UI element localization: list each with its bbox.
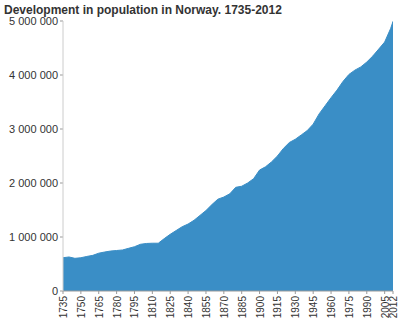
x-tick-label: 1930 (290, 296, 301, 319)
x-tick-label: 1900 (255, 296, 266, 319)
x-tick (80, 291, 81, 294)
x-tick (348, 291, 349, 294)
x-tick (241, 291, 242, 294)
x-tick (116, 291, 117, 294)
x-tick (223, 291, 224, 294)
x-tick-label: 1945 (308, 296, 319, 319)
y-axis (63, 21, 64, 291)
x-tick (331, 291, 332, 294)
plot-area (63, 22, 393, 291)
x-tick (393, 291, 394, 294)
x-tick (98, 291, 99, 294)
y-tick-label: 5 000 000 (9, 15, 58, 27)
y-tick-label: 3 000 000 (9, 123, 58, 135)
x-tick-label: 1825 (165, 296, 176, 319)
x-tick (295, 291, 296, 294)
x-tick (152, 291, 153, 294)
x-axis (63, 291, 393, 292)
x-tick-label: 1975 (344, 296, 355, 319)
x-tick-label: 1990 (362, 296, 373, 319)
x-tick-label: 1795 (129, 296, 140, 319)
x-tick (188, 291, 189, 294)
x-tick-label: 1915 (272, 296, 283, 319)
chart: Development in population in Norway. 173… (0, 0, 400, 320)
y-tick-label: 1 000 000 (9, 231, 58, 243)
x-tick-label: 1885 (237, 296, 248, 319)
x-tick (63, 291, 64, 294)
area (63, 22, 393, 291)
x-tick (277, 291, 278, 294)
x-tick (170, 291, 171, 294)
x-tick (384, 291, 385, 294)
x-tick (205, 291, 206, 294)
x-tick (313, 291, 314, 294)
x-tick-label: 1870 (219, 296, 230, 319)
y-tick-label: 4 000 000 (9, 69, 58, 81)
y-tick-label: 2 000 000 (9, 177, 58, 189)
x-tick-label: 1735 (58, 296, 69, 319)
x-tick-label: 1840 (183, 296, 194, 319)
x-tick-label: 1960 (326, 296, 337, 319)
x-tick-label: 1750 (76, 296, 87, 319)
x-tick-label: 1810 (147, 296, 158, 319)
x-tick (259, 291, 260, 294)
x-tick-label: 1780 (112, 296, 123, 319)
x-tick (366, 291, 367, 294)
x-tick-label: 2012 (388, 296, 399, 319)
x-tick-label: 1855 (201, 296, 212, 319)
y-tick-label: 0 (52, 285, 58, 297)
x-tick (134, 291, 135, 294)
x-tick-label: 1765 (94, 296, 105, 319)
